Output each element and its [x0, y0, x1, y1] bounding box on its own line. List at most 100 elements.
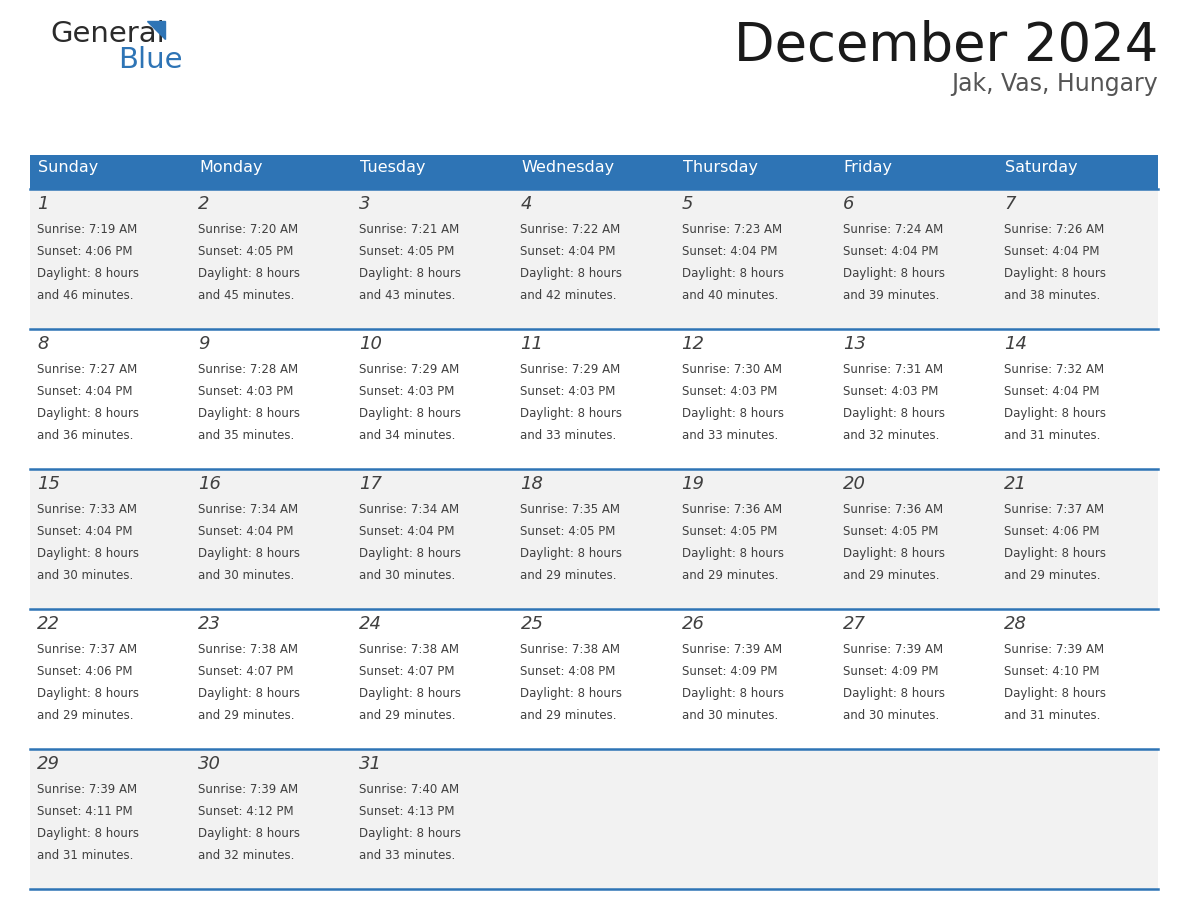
- Text: 22: 22: [37, 615, 61, 633]
- Text: 18: 18: [520, 475, 543, 493]
- Text: Sunrise: 7:38 AM: Sunrise: 7:38 AM: [359, 643, 460, 656]
- Text: Sunset: 4:03 PM: Sunset: 4:03 PM: [520, 385, 615, 398]
- Text: Sunset: 4:04 PM: Sunset: 4:04 PM: [520, 245, 615, 258]
- Text: and 45 minutes.: and 45 minutes.: [198, 289, 295, 302]
- Bar: [191, 155, 353, 189]
- Text: 3: 3: [359, 195, 371, 213]
- Text: Monday: Monday: [200, 160, 263, 175]
- Text: and 30 minutes.: and 30 minutes.: [842, 709, 939, 722]
- Text: Sunrise: 7:36 AM: Sunrise: 7:36 AM: [682, 503, 782, 516]
- Text: Blue: Blue: [118, 46, 183, 74]
- Text: 1: 1: [37, 195, 49, 213]
- Text: 31: 31: [359, 755, 383, 773]
- Text: Sunrise: 7:40 AM: Sunrise: 7:40 AM: [359, 783, 460, 796]
- Text: Sunset: 4:07 PM: Sunset: 4:07 PM: [198, 665, 293, 678]
- Text: Daylight: 8 hours: Daylight: 8 hours: [842, 407, 944, 420]
- Text: Sunset: 4:05 PM: Sunset: 4:05 PM: [198, 245, 293, 258]
- Text: and 39 minutes.: and 39 minutes.: [842, 289, 939, 302]
- Text: and 46 minutes.: and 46 minutes.: [37, 289, 133, 302]
- Text: Sunrise: 7:28 AM: Sunrise: 7:28 AM: [198, 363, 298, 376]
- Text: 15: 15: [37, 475, 61, 493]
- Text: Sunset: 4:05 PM: Sunset: 4:05 PM: [359, 245, 455, 258]
- Text: Saturday: Saturday: [1005, 160, 1078, 175]
- Text: Sunset: 4:11 PM: Sunset: 4:11 PM: [37, 805, 133, 818]
- Text: Daylight: 8 hours: Daylight: 8 hours: [520, 687, 623, 700]
- Bar: [30, 329, 1158, 469]
- Text: and 31 minutes.: and 31 minutes.: [1004, 709, 1100, 722]
- Text: 13: 13: [842, 335, 866, 353]
- Text: 27: 27: [842, 615, 866, 633]
- Text: Sunrise: 7:19 AM: Sunrise: 7:19 AM: [37, 223, 138, 236]
- Text: Jak, Vas, Hungary: Jak, Vas, Hungary: [952, 72, 1158, 96]
- Text: Thursday: Thursday: [683, 160, 758, 175]
- Text: Daylight: 8 hours: Daylight: 8 hours: [1004, 267, 1106, 280]
- Text: Daylight: 8 hours: Daylight: 8 hours: [1004, 687, 1106, 700]
- Text: Sunrise: 7:39 AM: Sunrise: 7:39 AM: [198, 783, 298, 796]
- Text: 17: 17: [359, 475, 383, 493]
- Text: Daylight: 8 hours: Daylight: 8 hours: [842, 687, 944, 700]
- Text: Daylight: 8 hours: Daylight: 8 hours: [682, 407, 784, 420]
- Text: Sunset: 4:04 PM: Sunset: 4:04 PM: [1004, 385, 1099, 398]
- Text: Sunrise: 7:27 AM: Sunrise: 7:27 AM: [37, 363, 138, 376]
- Text: Sunset: 4:04 PM: Sunset: 4:04 PM: [37, 525, 133, 538]
- Text: Sunset: 4:08 PM: Sunset: 4:08 PM: [520, 665, 615, 678]
- Text: Daylight: 8 hours: Daylight: 8 hours: [37, 407, 139, 420]
- Text: 24: 24: [359, 615, 383, 633]
- Text: Sunset: 4:03 PM: Sunset: 4:03 PM: [682, 385, 777, 398]
- Text: Daylight: 8 hours: Daylight: 8 hours: [359, 547, 461, 560]
- Text: Sunset: 4:12 PM: Sunset: 4:12 PM: [198, 805, 293, 818]
- Text: Daylight: 8 hours: Daylight: 8 hours: [198, 267, 301, 280]
- Text: 6: 6: [842, 195, 854, 213]
- Text: Daylight: 8 hours: Daylight: 8 hours: [359, 687, 461, 700]
- Text: and 33 minutes.: and 33 minutes.: [682, 429, 778, 442]
- Text: Daylight: 8 hours: Daylight: 8 hours: [1004, 547, 1106, 560]
- Text: Sunset: 4:07 PM: Sunset: 4:07 PM: [359, 665, 455, 678]
- Text: Daylight: 8 hours: Daylight: 8 hours: [682, 267, 784, 280]
- Text: Daylight: 8 hours: Daylight: 8 hours: [198, 547, 301, 560]
- Text: Friday: Friday: [843, 160, 892, 175]
- Text: 5: 5: [682, 195, 693, 213]
- Text: and 32 minutes.: and 32 minutes.: [842, 429, 939, 442]
- Text: 14: 14: [1004, 335, 1026, 353]
- Polygon shape: [147, 21, 165, 39]
- Text: Sunset: 4:13 PM: Sunset: 4:13 PM: [359, 805, 455, 818]
- Text: Sunrise: 7:24 AM: Sunrise: 7:24 AM: [842, 223, 943, 236]
- Text: and 29 minutes.: and 29 minutes.: [198, 709, 295, 722]
- Bar: [997, 155, 1158, 189]
- Text: Daylight: 8 hours: Daylight: 8 hours: [37, 827, 139, 840]
- Text: and 30 minutes.: and 30 minutes.: [682, 709, 778, 722]
- Text: Sunset: 4:05 PM: Sunset: 4:05 PM: [682, 525, 777, 538]
- Text: Daylight: 8 hours: Daylight: 8 hours: [682, 547, 784, 560]
- Text: 12: 12: [682, 335, 704, 353]
- Bar: [675, 155, 835, 189]
- Text: Sunset: 4:05 PM: Sunset: 4:05 PM: [842, 525, 939, 538]
- Text: Wednesday: Wednesday: [522, 160, 614, 175]
- Text: and 40 minutes.: and 40 minutes.: [682, 289, 778, 302]
- Text: and 29 minutes.: and 29 minutes.: [842, 569, 940, 582]
- Text: and 30 minutes.: and 30 minutes.: [37, 569, 133, 582]
- Text: Sunrise: 7:39 AM: Sunrise: 7:39 AM: [682, 643, 782, 656]
- Text: Daylight: 8 hours: Daylight: 8 hours: [682, 687, 784, 700]
- Bar: [353, 155, 513, 189]
- Text: Sunrise: 7:39 AM: Sunrise: 7:39 AM: [37, 783, 137, 796]
- Text: and 35 minutes.: and 35 minutes.: [198, 429, 295, 442]
- Text: and 42 minutes.: and 42 minutes.: [520, 289, 617, 302]
- Bar: [30, 749, 1158, 889]
- Text: Daylight: 8 hours: Daylight: 8 hours: [359, 407, 461, 420]
- Text: Sunset: 4:04 PM: Sunset: 4:04 PM: [359, 525, 455, 538]
- Text: 7: 7: [1004, 195, 1016, 213]
- Text: Daylight: 8 hours: Daylight: 8 hours: [359, 267, 461, 280]
- Text: Tuesday: Tuesday: [360, 160, 425, 175]
- Text: 19: 19: [682, 475, 704, 493]
- Text: and 29 minutes.: and 29 minutes.: [37, 709, 133, 722]
- Text: and 29 minutes.: and 29 minutes.: [520, 709, 617, 722]
- Text: 23: 23: [198, 615, 221, 633]
- Text: Daylight: 8 hours: Daylight: 8 hours: [1004, 407, 1106, 420]
- Text: and 29 minutes.: and 29 minutes.: [359, 709, 456, 722]
- Text: Sunrise: 7:23 AM: Sunrise: 7:23 AM: [682, 223, 782, 236]
- Text: Sunrise: 7:34 AM: Sunrise: 7:34 AM: [359, 503, 460, 516]
- Text: 8: 8: [37, 335, 49, 353]
- Text: Sunset: 4:05 PM: Sunset: 4:05 PM: [520, 525, 615, 538]
- Bar: [30, 189, 1158, 329]
- Text: Daylight: 8 hours: Daylight: 8 hours: [37, 547, 139, 560]
